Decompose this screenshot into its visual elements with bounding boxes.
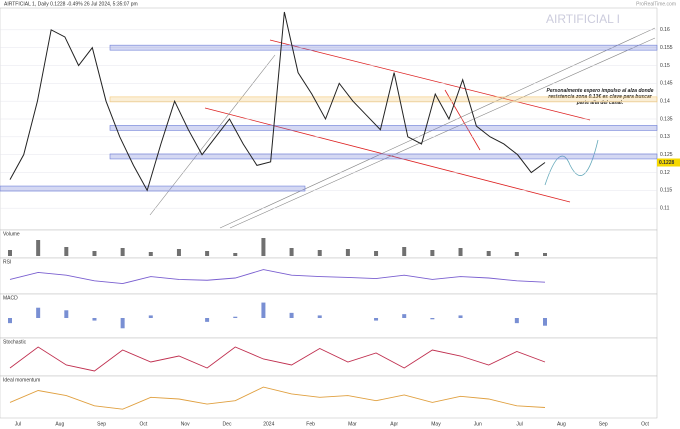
bar <box>120 248 125 256</box>
zone <box>109 44 658 51</box>
bar <box>374 251 379 256</box>
y-tick-label: 0.145 <box>660 81 673 87</box>
zone <box>109 153 658 160</box>
bar <box>233 253 238 256</box>
bar <box>92 251 97 256</box>
x-tick-label: Nov <box>181 421 190 427</box>
trendline <box>149 54 276 216</box>
bar <box>430 318 435 320</box>
bar <box>458 248 463 256</box>
x-tick-label: Aug <box>557 421 566 427</box>
bar <box>317 250 322 256</box>
trendline <box>229 37 656 229</box>
bar <box>92 318 97 321</box>
x-tick-label: Mar <box>348 421 357 427</box>
price-line <box>9 11 546 192</box>
zone <box>0 185 306 192</box>
source: ProRealTime.com <box>636 1 676 7</box>
projection <box>544 139 599 186</box>
bar <box>176 249 181 256</box>
zone <box>109 125 658 131</box>
indicator-panel <box>0 375 658 419</box>
price-tag <box>657 158 680 167</box>
y-tick-label: 0.135 <box>660 116 673 122</box>
bar <box>289 248 294 256</box>
bar <box>261 238 266 256</box>
trendline <box>219 27 656 229</box>
bar <box>148 252 153 256</box>
trendlines <box>149 27 656 229</box>
indicator-panel <box>0 257 658 295</box>
bar <box>205 251 210 256</box>
channel-bottom <box>204 107 571 203</box>
y-tick-label: 0.115 <box>660 188 672 194</box>
bar <box>64 247 69 256</box>
x-tick-label: Feb <box>306 421 315 427</box>
bar <box>8 318 12 324</box>
y-tick-label: 0.155 <box>660 45 673 51</box>
panel-title: Volume <box>3 231 20 237</box>
x-tick-label: Jun <box>474 421 482 427</box>
chart-title: AIRTFICIAL 1, Daily 0.1228 -0.49% 26 Jul… <box>4 1 138 7</box>
x-tick-label: Aug <box>55 421 64 427</box>
x-tick-label: Dec <box>223 421 232 427</box>
bar <box>36 240 41 256</box>
bar <box>317 315 322 318</box>
indicator-line <box>9 269 546 285</box>
bar <box>402 314 407 318</box>
panel-title: RSI <box>3 259 11 265</box>
bar <box>36 307 41 318</box>
bar <box>402 247 407 256</box>
x-tick-label: Apr <box>390 421 398 427</box>
x-tick-label: Oct <box>641 421 649 427</box>
bar <box>514 318 519 324</box>
bar <box>205 318 210 322</box>
indicator-panel <box>0 229 658 259</box>
panel-title: Stochastic <box>3 339 27 345</box>
x-tick-label: Jul <box>15 421 21 427</box>
x-tick-label: Jul <box>516 421 522 427</box>
annotation-box: Personalmente espero impulso al alza don… <box>547 88 654 106</box>
bar <box>374 318 379 321</box>
channel <box>204 39 591 203</box>
bar <box>543 318 547 326</box>
bar <box>8 250 12 256</box>
x-tick-label: Sep <box>599 421 608 427</box>
channel-small <box>444 89 481 151</box>
bar <box>486 251 491 256</box>
bar <box>514 252 519 256</box>
bar <box>458 315 463 318</box>
indicator-panel <box>0 337 658 377</box>
bar <box>430 250 435 256</box>
x-tick-label: Sep <box>97 421 106 427</box>
panel-title: Ideal momentum <box>3 377 40 383</box>
bar <box>120 318 125 329</box>
y-tick-label: 0.15 <box>660 63 670 69</box>
bar <box>543 253 547 256</box>
x-tick-label: May <box>431 421 441 427</box>
zone <box>109 96 658 103</box>
panel-title: MACD <box>3 295 18 301</box>
bar <box>233 316 238 318</box>
indicator-line <box>9 386 546 410</box>
y-tick-label: 0.12 <box>660 170 670 176</box>
indicator-line <box>9 346 546 372</box>
bar <box>261 302 266 318</box>
x-tick-label: Oct <box>140 421 148 427</box>
y-tick-label: 0.13 <box>660 134 670 140</box>
bar <box>64 310 69 318</box>
indicator-panel <box>0 293 658 339</box>
price-label: 0.1228 <box>659 160 675 166</box>
bar <box>345 249 350 256</box>
bar <box>289 312 294 318</box>
y-tick-label: 0.125 <box>660 152 673 158</box>
channel-top <box>269 39 591 121</box>
x-tick-label: 2024 <box>263 421 274 427</box>
y-tick-label: 0.11 <box>660 205 670 211</box>
y-tick-label: 0.14 <box>660 98 670 104</box>
y-tick-label: 0.16 <box>660 27 670 33</box>
bar <box>148 315 153 318</box>
watermark: AIRTIFICIAL I <box>546 12 620 26</box>
